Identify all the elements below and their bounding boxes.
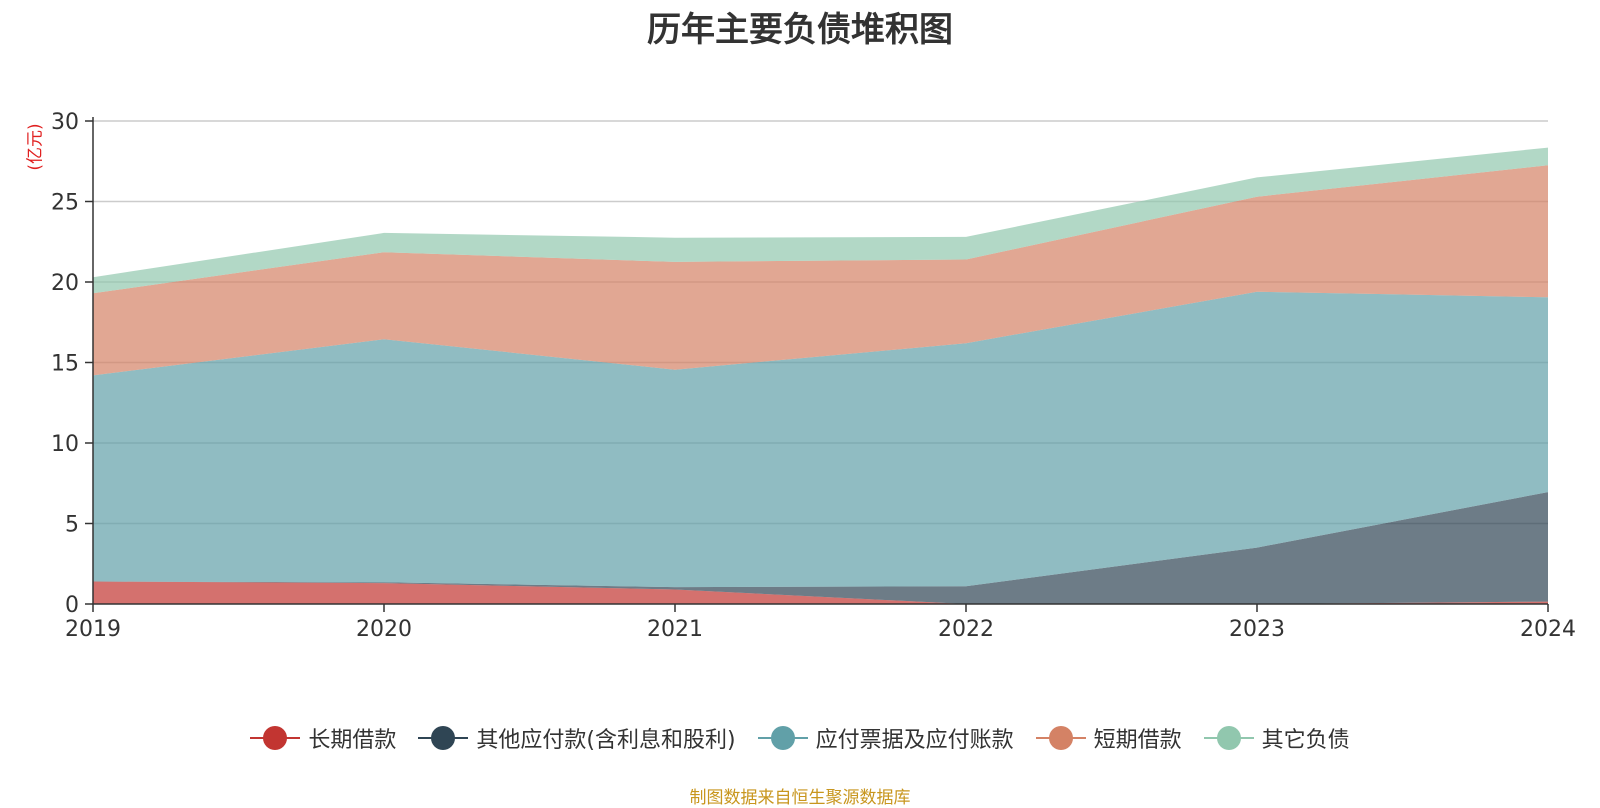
y-tick-label: 5 [65,513,79,538]
legend-label: 其他应付款(含利息和股利) [476,728,736,753]
source-note: 制图数据来自恒生聚源数据库 [689,788,911,808]
legend-marker-icon [1035,726,1086,750]
x-tick-label: 2023 [1229,617,1285,642]
y-tick-label: 20 [51,271,79,296]
y-tick-label: 0 [65,593,79,618]
legend-marker-icon [418,726,469,750]
legend-item-5[interactable]: 其它负债 [1203,722,1350,754]
area-series-4 [93,165,1548,376]
legend-item-4[interactable]: 短期借款 [1035,722,1182,754]
y-tick-label: 25 [51,191,79,216]
chart-title: 历年主要负债堆积图 [647,10,953,50]
legend-item-1[interactable]: 长期借款 [250,722,396,754]
legend-item-2[interactable]: 其他应付款(含利息和股利) [418,722,736,754]
x-tick-label: 2024 [1520,617,1576,642]
legend-label: 长期借款 [308,728,397,753]
y-tick-label: 30 [51,110,79,135]
stacked-area-chart: 0 5 10 15 20 25 30 2019 2020 2021 2022 2023 2024 [51,110,1576,642]
y-tick-label: 10 [51,432,79,457]
legend-marker-icon [1203,726,1254,750]
x-tick-label: 2021 [647,617,703,642]
y-tick-label: 15 [51,352,79,377]
legend-label: 短期借款 [1093,728,1182,753]
legend-label: 其它负债 [1261,728,1350,753]
x-tick-label: 2020 [356,617,412,642]
legend-marker-icon [250,726,301,750]
area-series-1 [93,581,1548,604]
area-series-3 [93,291,1548,588]
legend-item-3[interactable]: 应付票据及应付账款 [757,722,1014,754]
legend-marker-icon [757,726,808,750]
axes: 0 5 10 15 20 25 30 2019 2020 2021 2022 2023 2024 [51,110,1576,642]
area-series-2 [93,492,1548,604]
x-tick-label: 2019 [65,617,121,642]
x-tick-label: 2022 [938,617,994,642]
legend: 长期借款 其他应付款(含利息和股利) 应付票据及应付账款 短期借款 其它负债 [0,722,1600,754]
area-series-layer [93,147,1548,604]
legend-label: 应付票据及应付账款 [815,728,1014,753]
